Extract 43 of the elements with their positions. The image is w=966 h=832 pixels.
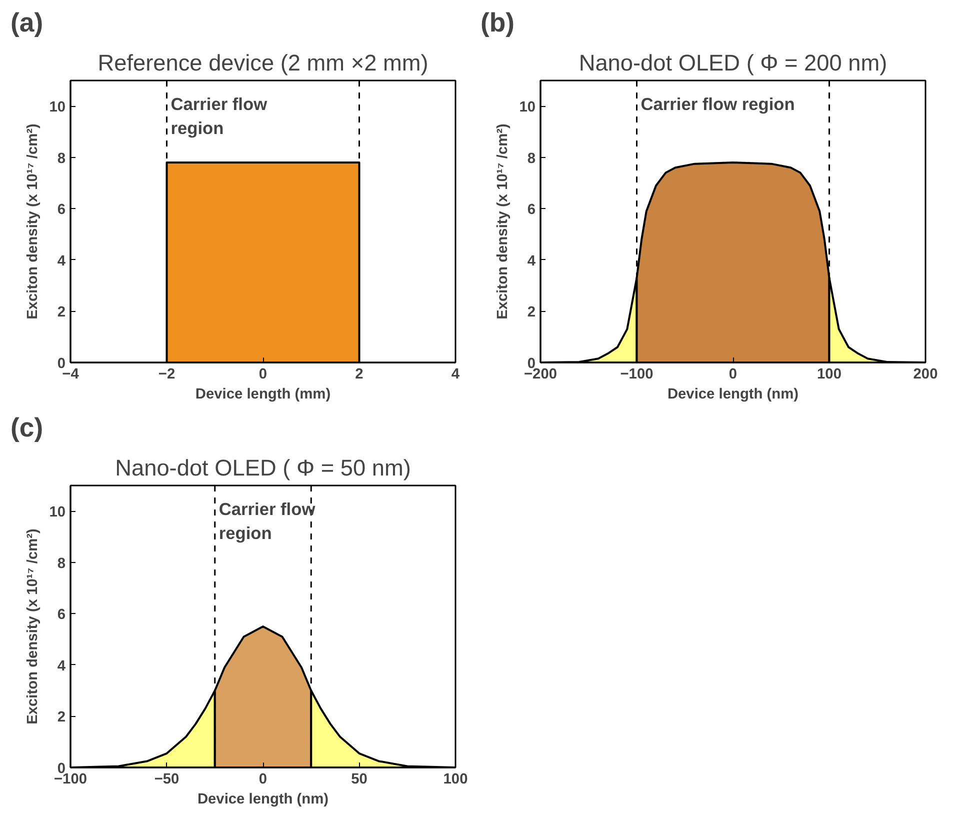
x-tick-label: −50 (154, 772, 180, 788)
y-tick-label: 4 (57, 253, 66, 270)
annotation: Carrier flow region (640, 94, 795, 114)
y-tick-label: 4 (527, 253, 536, 270)
y-tick-label: 8 (57, 556, 66, 572)
y-tick-label: 10 (49, 504, 66, 521)
y-axis-title: Exciton density (x 10¹⁷ /cm²) (25, 123, 42, 320)
y-axis-title: Exciton density (x 10¹⁷ /cm²) (495, 123, 512, 320)
chart-title: Reference device (2 mm ×2 mm) (98, 50, 428, 76)
x-tick-label: 2 (355, 366, 364, 382)
x-tick-label: 50 (351, 772, 368, 788)
x-tick-label: 100 (443, 772, 468, 788)
chart-title: Nano-dot OLED ( Φ = 50 nm) (115, 454, 411, 480)
x-axis-title: Device length (mm) (195, 386, 331, 402)
annotation: Carrier flow region (218, 499, 316, 544)
y-tick-label: 2 (527, 304, 536, 321)
x-tick-label: −100 (54, 772, 88, 788)
x-tick-label: 100 (817, 366, 842, 382)
x-tick-label: −2 (158, 366, 176, 382)
y-tick-label: 2 (57, 304, 66, 321)
y-tick-label: 6 (57, 607, 66, 624)
x-tick-label: 0 (728, 366, 738, 382)
y-tick-label: 4 (57, 658, 66, 674)
x-axis-title: Device length (nm) (667, 386, 799, 402)
y-tick-label: 8 (57, 150, 66, 167)
x-tick-label: 0 (258, 772, 268, 788)
y-tick-label: 8 (527, 150, 536, 167)
annotation: Carrier flow region (170, 94, 268, 138)
x-tick-label: −100 (620, 366, 654, 382)
y-tick-label: 6 (57, 202, 66, 218)
text: (b) (480, 8, 515, 38)
y-tick-label: 6 (527, 202, 536, 218)
y-tick-label: 2 (57, 710, 66, 726)
text: (a) (10, 8, 44, 38)
y-axis-title: Exciton density (x 10¹⁷ /cm²) (25, 528, 42, 724)
y-tick-label: 10 (49, 100, 66, 116)
x-axis-title: Device length (nm) (197, 792, 329, 808)
x-tick-label: 200 (913, 366, 938, 382)
text: (c) (10, 412, 44, 442)
x-tick-label: 4 (451, 366, 460, 382)
x-tick-label: 0 (258, 366, 268, 382)
chart-title: Nano-dot OLED ( Φ = 200 nm) (578, 50, 888, 76)
y-tick-label: 10 (519, 100, 536, 116)
